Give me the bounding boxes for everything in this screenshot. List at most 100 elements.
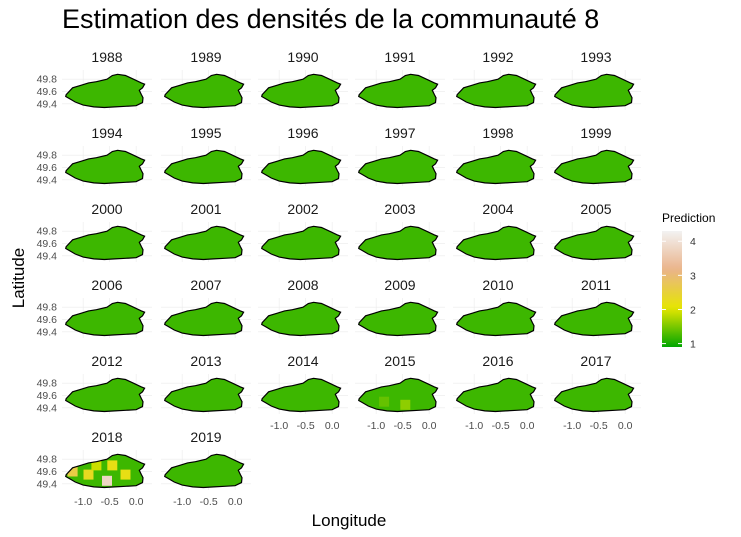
y-tick-label: 49.6 [37,238,58,250]
region-outline [554,301,635,337]
legend-colorbar [662,231,682,347]
prediction-cell [102,475,112,486]
x-tick-label: -1.0 [563,420,581,432]
region-outline [456,149,537,185]
region-outline [261,377,342,413]
facet-panel: 1990 [258,49,348,110]
region-outline [65,149,146,185]
region-outline [261,73,342,109]
region-outline [164,73,245,109]
region-outline [358,301,439,337]
region-outline [358,73,439,109]
facet-label: 2011 [581,277,611,293]
facet-panel: 1993 [551,49,641,110]
facet-panel: 1995 [161,125,251,186]
region-outline [261,225,342,261]
region-outline [261,301,342,337]
x-tick-label: 0.0 [228,496,243,508]
y-tick-label: 49.6 [37,314,58,326]
region-outline [164,453,245,489]
prediction-cell [120,469,131,480]
facet-label: 2003 [384,201,415,217]
legend-tick-label: 4 [690,236,696,248]
facet-label: 1997 [384,125,415,141]
region-outline [554,149,635,185]
y-axis-title: Latitude [9,248,28,309]
prediction-area [456,226,536,260]
legend-title: Prediction [662,211,715,225]
legend-tick-label: 2 [690,304,696,316]
x-tick-label: -1.0 [270,420,288,432]
facet-panel: 1998 [453,125,543,186]
facet-panel: 1997 [355,125,445,186]
prediction-area [65,302,145,336]
facet-label: 2016 [482,353,513,369]
facet-label: 2007 [190,277,221,293]
facet-label: 2002 [287,201,318,217]
facet-label: 2019 [190,429,221,445]
prediction-area [261,378,341,412]
facet-panel: 2011 [551,277,641,338]
prediction-area [65,74,145,108]
region-outline [65,73,146,109]
x-tick-label: -0.5 [492,420,510,432]
region-outline [358,377,439,413]
prediction-area [456,150,536,184]
facet-panel: 2005 [551,201,641,262]
prediction-area [164,302,244,336]
region-outline [164,301,245,337]
region-outline [65,453,146,489]
region-outline [164,377,245,413]
x-axis-title: Longitude [312,511,387,530]
x-tick-label: 0.0 [618,420,633,432]
facet-panel: 2001 [161,201,251,262]
prediction-area [358,74,438,108]
facet-panel: 2000 49.449.649.8 [37,201,152,262]
y-tick-label: 49.4 [37,174,58,186]
y-tick-label: 49.8 [37,226,58,238]
prediction-area [358,378,438,412]
region-outline [261,149,342,185]
prediction-area [164,378,244,412]
region-outline [65,225,146,261]
y-tick-label: 49.8 [37,74,58,86]
y-tick-label: 49.6 [37,162,58,174]
facet-panel: 1989 [161,49,251,110]
prediction-area [554,378,634,412]
prediction-area [65,150,145,184]
region-outline [358,149,439,185]
facet-panel: 2015 -1.0 -0.5 0.0 [355,353,445,432]
y-tick-label: 49.8 [37,302,58,314]
facet-label: 1994 [91,125,122,141]
prediction-area [261,302,341,336]
facet-panel: 2016 -1.0 -0.5 0.0 [453,353,543,432]
region-outline [456,377,537,413]
x-tick-label: 0.0 [325,420,340,432]
prediction-area [456,74,536,108]
prediction-area [261,74,341,108]
legend-tick-label: 1 [690,339,696,351]
prediction-area [358,150,438,184]
y-tick-label: 49.6 [37,466,58,478]
prediction-area [456,378,536,412]
legend: Prediction 1 2 3 4 [662,211,715,351]
facet-label: 1991 [384,49,415,65]
facet-label: 2004 [482,201,513,217]
region-outline [456,73,537,109]
y-tick-label: 49.4 [37,402,58,414]
facet-label: 1989 [190,49,221,65]
region-outline [164,149,245,185]
y-tick-label: 49.8 [37,454,58,466]
facet-label: 1999 [580,125,611,141]
prediction-area [554,226,634,260]
region-outline [554,225,635,261]
prediction-area [554,74,634,108]
x-tick-label: -0.5 [200,496,218,508]
facet-label: 1992 [482,49,513,65]
y-tick-label: 49.4 [37,326,58,338]
y-tick-label: 49.6 [37,390,58,402]
prediction-area [164,454,244,488]
facet-panel: 1994 49.449.649.8 [37,125,152,186]
